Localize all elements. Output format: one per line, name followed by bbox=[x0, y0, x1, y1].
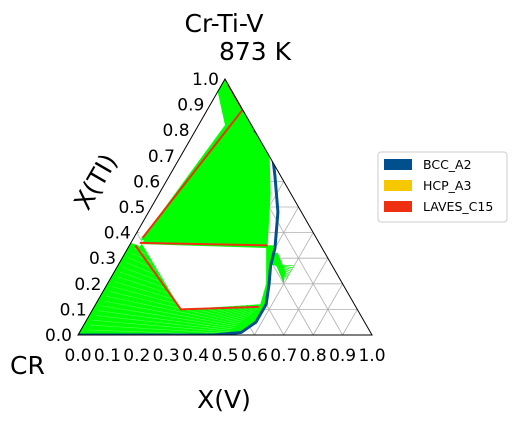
tie-line bbox=[92, 320, 229, 333]
y-tick-label: 0.2 bbox=[74, 275, 101, 295]
single-phase-gap-upper bbox=[138, 91, 225, 238]
x-tick-label: 1.0 bbox=[358, 346, 385, 366]
y-tick-label: 0.1 bbox=[60, 300, 87, 320]
corner-label-cr: CR bbox=[10, 351, 45, 380]
x-tick-label: 0.0 bbox=[64, 346, 91, 366]
y-tick-label: 0.7 bbox=[148, 147, 175, 167]
y-tick-label: 0.8 bbox=[163, 121, 190, 141]
grid-line-x bbox=[283, 258, 329, 336]
x-tick-label: 0.1 bbox=[94, 346, 121, 366]
legend-swatch bbox=[384, 180, 412, 191]
x-tick-label: 0.5 bbox=[211, 346, 238, 366]
legend-swatch bbox=[384, 159, 412, 170]
y-tick-label: 0.4 bbox=[104, 224, 131, 244]
tie-line bbox=[103, 300, 237, 327]
y-tick-label: 0.0 bbox=[45, 326, 72, 346]
grid-line-x bbox=[342, 309, 358, 336]
right-lens-region bbox=[264, 250, 286, 284]
tie-line bbox=[95, 315, 231, 331]
x-tick-label: 0.3 bbox=[153, 346, 180, 366]
top-two-phase-region bbox=[204, 79, 275, 167]
x-tick-label: 0.8 bbox=[300, 346, 327, 366]
x-tick-label: 0.4 bbox=[182, 346, 209, 366]
x-tick-labels: 0.0 0.1 0.2 0.3 0.4 0.5 0.6 0.7 0.8 0.9 1.0 bbox=[64, 346, 385, 366]
x-tick-label: 0.9 bbox=[329, 346, 356, 366]
chart-subtitle: 873 K bbox=[219, 37, 292, 66]
y-tick-label: 0.5 bbox=[118, 198, 145, 218]
legend-swatch bbox=[384, 201, 412, 212]
x-tick-label: 0.2 bbox=[123, 346, 150, 366]
laves-boundary-upper bbox=[139, 241, 268, 247]
y-tick-label: 0.3 bbox=[89, 249, 116, 269]
tie-line bbox=[106, 295, 239, 325]
tie-line bbox=[100, 305, 235, 328]
single-phase-gap bbox=[141, 244, 267, 310]
y-tick-label: 1.0 bbox=[192, 70, 219, 90]
phase-regions bbox=[78, 79, 295, 335]
lower-two-phase-region bbox=[78, 242, 259, 335]
x-tick-label: 0.7 bbox=[270, 346, 297, 366]
y-axis-label: X(TI) bbox=[68, 149, 123, 215]
bcc-boundary-line bbox=[78, 129, 280, 335]
x-tick-label: 0.6 bbox=[241, 346, 268, 366]
legend: BCC_A2 HCP_A3 LAVES_C15 bbox=[377, 151, 508, 223]
x-axis-label: X(V) bbox=[197, 385, 251, 414]
y-tick-label: 0.9 bbox=[177, 96, 204, 116]
tie-line bbox=[97, 310, 233, 330]
y-tick-label: 0.6 bbox=[133, 172, 160, 192]
legend-label: HCP_A3 bbox=[423, 178, 471, 193]
tie-line bbox=[89, 324, 227, 334]
laves-boundary-lower bbox=[134, 244, 259, 311]
triangle-frame bbox=[77, 77, 373, 336]
legend-label: LAVES_C15 bbox=[423, 199, 493, 214]
tie-line bbox=[108, 291, 241, 324]
chart-title: Cr-Ti-V bbox=[185, 9, 264, 38]
y-tick-labels: 0.0 0.1 0.2 0.3 0.4 0.5 0.6 0.7 0.8 0.9 1.0 bbox=[45, 70, 219, 346]
legend-label: BCC_A2 bbox=[423, 157, 472, 172]
